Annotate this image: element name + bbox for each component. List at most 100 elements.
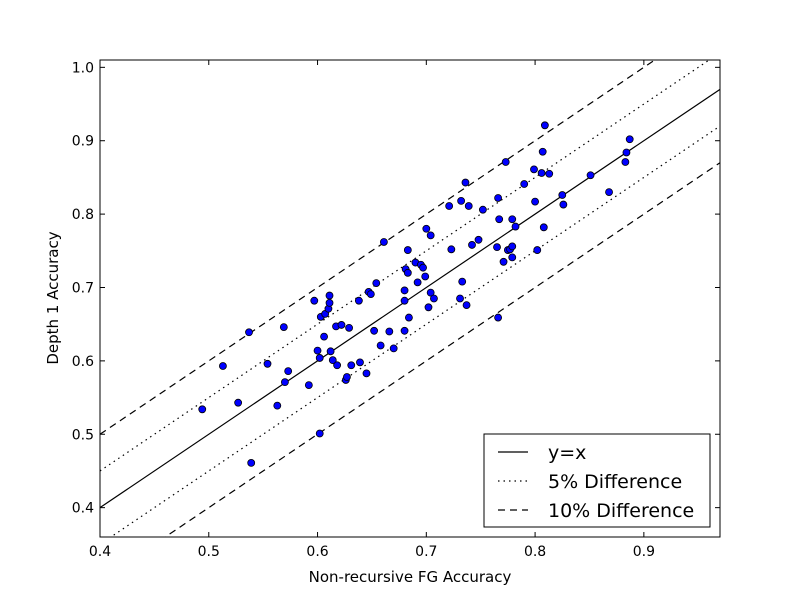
x-tick-label: 0.7 bbox=[415, 544, 437, 560]
data-point bbox=[508, 215, 517, 224]
data-point bbox=[456, 294, 464, 303]
data-point bbox=[520, 180, 529, 188]
data-points bbox=[198, 121, 634, 467]
data-point bbox=[558, 191, 567, 199]
data-point bbox=[403, 268, 412, 277]
data-point bbox=[430, 294, 438, 303]
data-point bbox=[310, 296, 319, 305]
y-tick-label: 1.0 bbox=[72, 60, 94, 76]
data-point bbox=[426, 288, 435, 297]
data-point bbox=[539, 223, 548, 232]
data-point bbox=[499, 257, 508, 266]
legend-label: y=x bbox=[548, 442, 586, 464]
data-point bbox=[284, 367, 293, 376]
y-axis-label: Depth 1 Accuracy bbox=[44, 231, 62, 364]
data-point bbox=[424, 303, 433, 312]
data-point bbox=[545, 169, 554, 178]
data-point bbox=[586, 171, 595, 180]
data-point bbox=[325, 299, 334, 307]
legend: y=x 5% Difference 10% Difference bbox=[483, 433, 711, 528]
data-point bbox=[343, 373, 351, 381]
x-tick-label: 0.4 bbox=[89, 544, 111, 560]
data-point bbox=[461, 178, 470, 187]
data-point bbox=[198, 405, 207, 414]
y-tick-label: 0.6 bbox=[72, 354, 94, 370]
data-point bbox=[370, 326, 379, 335]
data-point bbox=[625, 135, 634, 144]
data-point bbox=[457, 196, 466, 205]
data-point bbox=[426, 231, 435, 240]
data-point bbox=[421, 272, 430, 281]
legend-label: 5% Difference bbox=[548, 471, 682, 493]
data-point bbox=[315, 354, 324, 362]
y-tick-label: 0.5 bbox=[72, 427, 94, 443]
data-point bbox=[403, 246, 412, 254]
data-point bbox=[478, 205, 487, 214]
data-point bbox=[219, 362, 227, 370]
data-point bbox=[495, 215, 504, 224]
x-axis-label: Non-recursive FG Accuracy bbox=[309, 568, 512, 586]
data-point bbox=[356, 358, 364, 367]
data-point bbox=[385, 327, 394, 336]
data-point bbox=[281, 378, 289, 387]
data-point bbox=[400, 326, 409, 335]
data-point bbox=[419, 263, 427, 272]
data-point bbox=[279, 323, 288, 332]
data-point bbox=[247, 458, 256, 467]
data-point bbox=[531, 197, 539, 206]
data-point bbox=[494, 313, 503, 322]
data-point bbox=[376, 341, 385, 350]
legend-box bbox=[483, 433, 711, 528]
data-point bbox=[333, 361, 342, 370]
data-point bbox=[493, 243, 501, 252]
plot-frame bbox=[99, 59, 721, 538]
data-point bbox=[501, 158, 510, 166]
data-point bbox=[325, 291, 334, 300]
data-point bbox=[540, 121, 549, 130]
data-point bbox=[320, 332, 328, 341]
data-point bbox=[458, 277, 467, 286]
data-point bbox=[354, 296, 363, 305]
data-point bbox=[328, 356, 337, 365]
data-point bbox=[413, 278, 422, 287]
data-point bbox=[538, 147, 547, 156]
reference-line-dashed-4 bbox=[164, 162, 720, 537]
y-tick-label: 0.7 bbox=[72, 280, 94, 296]
reference-line-solid-0 bbox=[100, 88, 720, 509]
data-point bbox=[508, 253, 517, 262]
x-tick-label: 0.5 bbox=[198, 544, 220, 560]
axis-ticks: 0.4 0.5 0.6 0.7 0.8 0.9 0.4 0.5 0.6 0.7 0.8 0.9 1.0 bbox=[72, 60, 720, 560]
data-point bbox=[400, 286, 409, 295]
data-point bbox=[313, 346, 322, 355]
data-point bbox=[605, 188, 613, 196]
data-point bbox=[400, 296, 409, 305]
data-point bbox=[405, 313, 413, 322]
data-point bbox=[304, 381, 313, 389]
data-point bbox=[263, 359, 272, 368]
data-point bbox=[379, 238, 388, 246]
reference-line-dashed-3 bbox=[100, 60, 656, 435]
data-point bbox=[372, 279, 381, 287]
x-tick-label: 0.6 bbox=[306, 544, 328, 560]
data-point bbox=[494, 194, 503, 202]
data-point bbox=[389, 344, 398, 353]
data-point bbox=[337, 321, 346, 329]
data-point bbox=[621, 158, 630, 166]
y-tick-label: 0.4 bbox=[72, 501, 94, 517]
data-point bbox=[245, 328, 253, 337]
data-point bbox=[326, 347, 335, 356]
data-point bbox=[362, 369, 371, 378]
data-point bbox=[468, 241, 476, 249]
data-point bbox=[537, 169, 546, 177]
data-point bbox=[622, 148, 631, 157]
data-point bbox=[422, 224, 431, 233]
data-point bbox=[511, 222, 520, 231]
data-point bbox=[347, 361, 356, 370]
data-point bbox=[234, 398, 243, 407]
data-point bbox=[345, 323, 353, 332]
x-tick-label: 0.9 bbox=[633, 544, 655, 560]
data-point bbox=[273, 401, 282, 410]
data-point bbox=[464, 202, 473, 210]
data-point bbox=[447, 245, 456, 254]
